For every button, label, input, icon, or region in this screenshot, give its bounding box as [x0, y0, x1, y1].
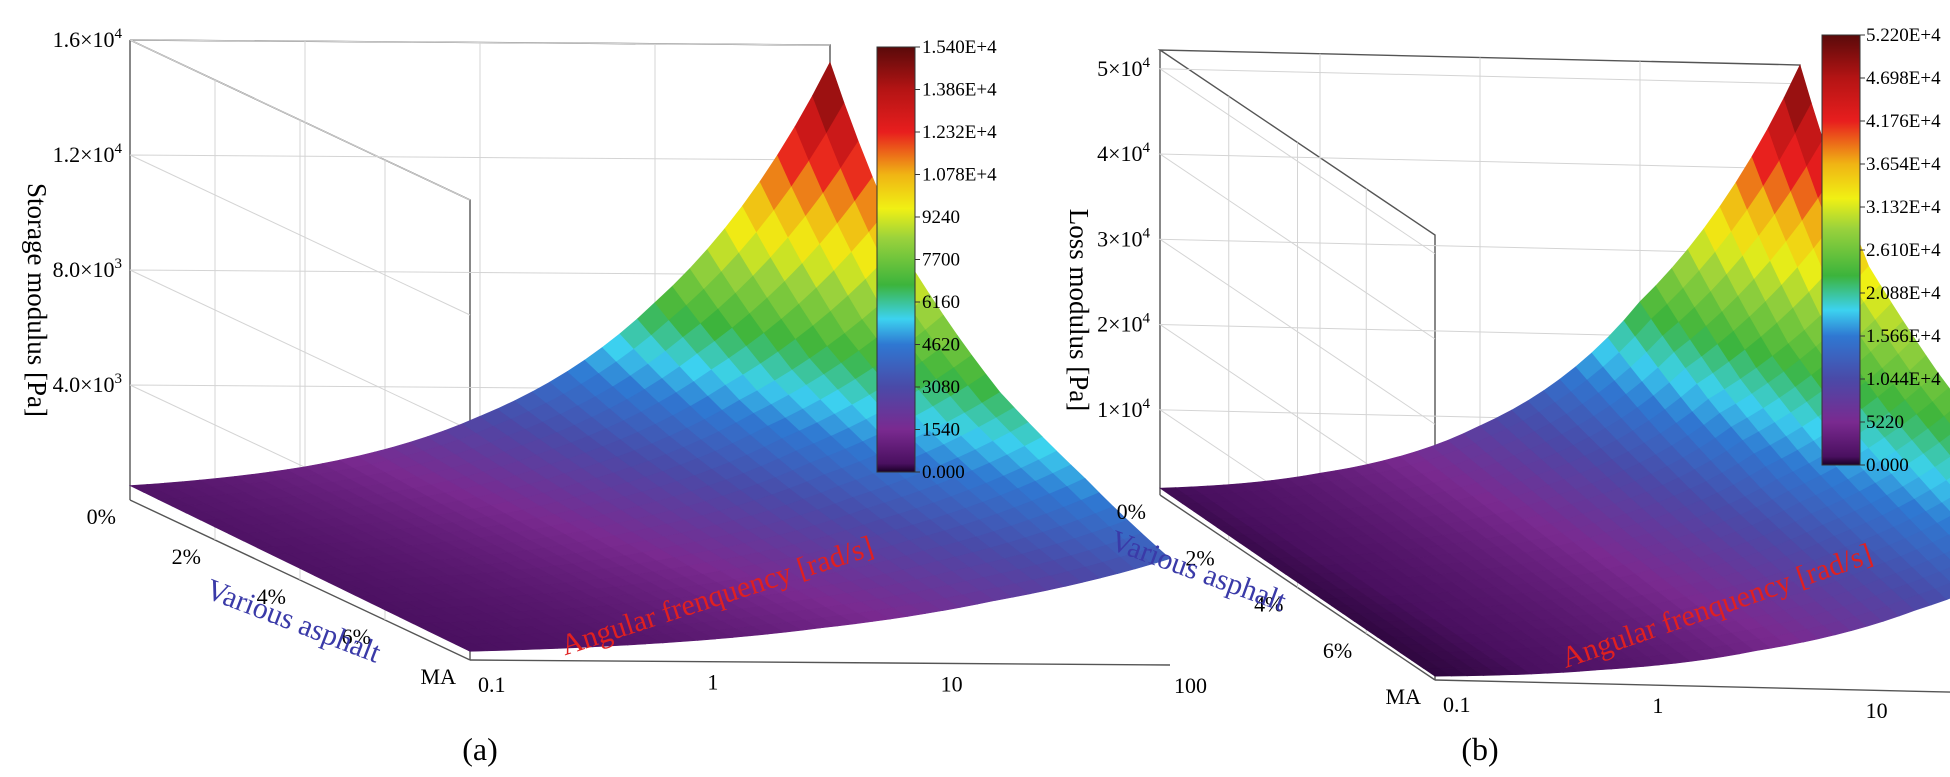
surface-patch — [1137, 545, 1171, 565]
colorbar-tick-label: 3080 — [922, 377, 960, 398]
grid-line — [1158, 68, 1801, 255]
x-tick-label: 4% — [1254, 592, 1283, 617]
colorbar-gradient — [1821, 34, 1861, 466]
grid-line — [129, 154, 831, 316]
surface-patch — [1944, 550, 1950, 560]
colorbar-tick-label: 9240 — [922, 207, 960, 228]
z-tick-label: 8.0×103 — [53, 256, 122, 282]
x-tick-label: 0% — [87, 504, 116, 529]
colorbar-tick-label: 1.078E+4 — [922, 165, 997, 186]
colorbar: 0.000 1540 3080 4620 6160 7700 9240 1.078E+4 1.2… — [876, 37, 997, 483]
x-tick-label: 2% — [1185, 545, 1214, 570]
colorbar-tick-label: 1.540E+4 — [922, 37, 997, 58]
colorbar-tick-label: 7700 — [922, 250, 960, 271]
colorbar-gradient — [876, 46, 916, 473]
y-tick-label: 10 — [1866, 698, 1888, 723]
panel-label: (b) — [1461, 731, 1498, 767]
x-tick-label: MA — [1386, 684, 1422, 709]
surface — [128, 61, 1171, 652]
panel-label: (a) — [462, 731, 498, 767]
z-axis-label: Storage modulus [Pa] — [22, 183, 52, 417]
colorbar-tick-label: 4.176E+4 — [1866, 111, 1941, 132]
z-tick-label: 1.2×104 — [53, 141, 123, 167]
x-tick-label: 2% — [172, 544, 201, 569]
surface-patch — [1927, 415, 1950, 443]
colorbar-tick-label: 0.000 — [922, 462, 965, 483]
surface-patch — [1934, 456, 1950, 481]
colorbar-tick-label: 2.610E+4 — [1866, 240, 1941, 261]
grid-line — [1158, 238, 1801, 425]
colorbar-tick-label: 5.220E+4 — [1866, 25, 1941, 46]
chart-panel-0: 4.0×103 8.0×103 1.2×104 1.6×104 0% 2% 4% 6% MA 0.… — [22, 26, 1207, 767]
z-tick-label: 4×104 — [1097, 140, 1150, 166]
surface-patch — [1923, 442, 1950, 468]
y-axis-line — [469, 659, 1171, 666]
y-tick-label: 0.1 — [1443, 692, 1471, 717]
y-tick-label: 100 — [1174, 673, 1207, 698]
z-tick-label: 1×104 — [1097, 396, 1150, 422]
colorbar: 0.000 5220 1.044E+4 1.566E+4 2.088E+4 2.610E+… — [1821, 25, 1941, 476]
y-tick-label: 1 — [707, 670, 718, 695]
surface-patch — [1923, 571, 1950, 590]
x-tick-label: 6% — [1323, 638, 1352, 663]
colorbar-tick-label: 5220 — [1866, 412, 1904, 433]
colorbar-tick-label: 3.132E+4 — [1866, 197, 1941, 218]
x-tick-label: 6% — [342, 624, 371, 649]
chart-panel-1: 1×104 2×104 3×104 4×104 5×104 0% 2% 4% 6% MA 0.1 1 1… — [1064, 25, 1950, 767]
x-tick-label: 4% — [257, 584, 286, 609]
colorbar-tick-label: 1.386E+4 — [922, 80, 997, 101]
colorbar-tick-label: 4620 — [922, 335, 960, 356]
y-axis-line — [1434, 679, 1950, 693]
z-tick-label: 5×104 — [1097, 55, 1150, 81]
surface-patch — [1943, 411, 1950, 424]
grid-line — [129, 39, 831, 201]
colorbar-tick-label: 1.566E+4 — [1866, 326, 1941, 347]
grid-line — [129, 269, 831, 431]
y-tick-label: 1 — [1652, 693, 1663, 718]
surface-patch — [1932, 534, 1950, 555]
colorbar-tick-label: 1.044E+4 — [1866, 369, 1941, 390]
z-tick-label: 4.0×103 — [53, 371, 122, 397]
z-tick-label: 2×104 — [1097, 311, 1150, 337]
colorbar-tick-label: 2.088E+4 — [1866, 283, 1941, 304]
z-tick-label: 1.6×104 — [53, 26, 123, 52]
x-tick-label: MA — [421, 664, 457, 689]
z-tick-label: 3×104 — [1097, 225, 1150, 251]
surface-patch — [1925, 502, 1950, 524]
colorbar-tick-label: 1.232E+4 — [922, 122, 997, 143]
surface-patch — [1946, 477, 1950, 485]
colorbar-tick-label: 6160 — [922, 292, 960, 313]
grid-line — [1158, 323, 1801, 510]
colorbar-tick-label: 0.000 — [1866, 455, 1909, 476]
y-tick-label: 0.1 — [478, 672, 506, 697]
surface-patch — [1930, 479, 1950, 503]
surface-patch — [1934, 582, 1950, 600]
colorbar-tick-label: 4.698E+4 — [1866, 68, 1941, 89]
x-tick-label: 0% — [1117, 499, 1146, 524]
surface-patch — [1937, 516, 1950, 536]
z-axis-label: Loss modulus [Pa] — [1064, 209, 1094, 412]
colorbar-tick-label: 1540 — [922, 420, 960, 441]
grid-line — [1158, 153, 1801, 340]
surface-patch — [1928, 553, 1950, 573]
y-tick-label: 10 — [941, 671, 963, 696]
surface-patch — [1932, 387, 1950, 417]
colorbar-tick-label: 3.654E+4 — [1866, 154, 1941, 175]
surface-patch — [1939, 434, 1950, 456]
surface-patch — [1939, 567, 1950, 582]
